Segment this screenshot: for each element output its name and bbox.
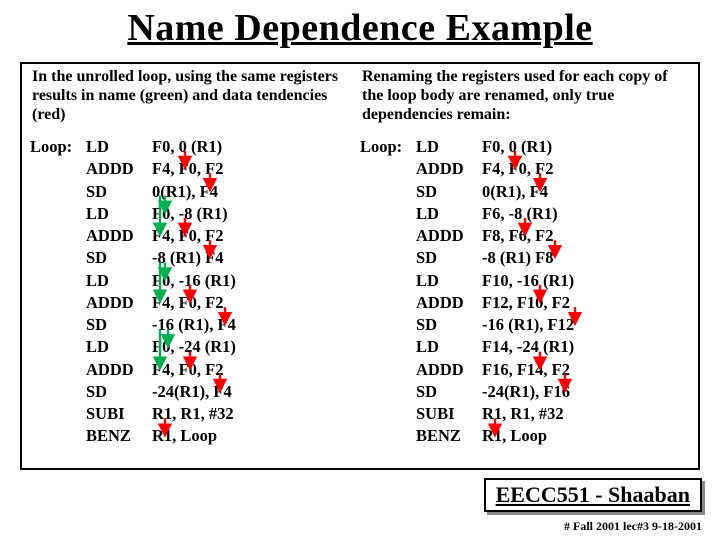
opcode: BENZ [86,425,152,447]
code-row: SD0(R1), F4 [30,181,350,203]
code-row: ADDDF4, F0, F2 [30,158,350,180]
operands: F0, 0 (R1) [152,136,222,158]
content-box: In the unrolled loop, using the same reg… [20,62,700,470]
opcode: LD [86,336,152,358]
operands: F6, -8 (R1) [482,203,558,225]
opcode: SD [86,247,152,269]
code-row: SD-8 (R1) F4 [30,247,350,269]
opcode: SUBI [86,403,152,425]
code-row: BENZR1, Loop [360,425,692,447]
operands: F4, F0, F2 [152,292,224,314]
opcode: ADDD [86,158,152,180]
opcode: ADDD [86,359,152,381]
left-code-block: Loop:LDF0, 0 (R1)ADDDF4, F0, F2SD0(R1), … [30,134,350,448]
operands: 0(R1), F4 [152,181,218,203]
opcode: SD [416,381,482,403]
operands: -8 (R1) F8 [482,247,553,269]
operands: F8, F6, F2 [482,225,554,247]
opcode: LD [86,270,152,292]
operands: F12, F10, F2 [482,292,570,314]
loop-label: Loop: [30,136,86,158]
code-row: SD-24(R1), F16 [360,381,692,403]
operands: F4, F0, F2 [152,359,224,381]
code-row: SUBIR1, R1, #32 [30,403,350,425]
operands: F0, -8 (R1) [152,203,228,225]
code-row: ADDDF4, F0, F2 [360,158,692,180]
code-row: SD0(R1), F4 [360,181,692,203]
code-row: LDF14, -24 (R1) [360,336,692,358]
opcode: ADDD [86,225,152,247]
opcode: LD [416,270,482,292]
operands: F10, -16 (R1) [482,270,574,292]
code-row: LDF6, -8 (R1) [360,203,692,225]
code-row: LDF0, -24 (R1) [30,336,350,358]
operands: -24(R1), F4 [152,381,232,403]
code-row: ADDDF8, F6, F2 [360,225,692,247]
code-row: ADDDF4, F0, F2 [30,225,350,247]
opcode: SD [86,181,152,203]
opcode: SD [86,314,152,336]
opcode: BENZ [416,425,482,447]
opcode: SD [416,314,482,336]
code-row: SUBIR1, R1, #32 [360,403,692,425]
code-row: LDF0, -8 (R1) [30,203,350,225]
opcode: ADDD [416,359,482,381]
opcode: SUBI [416,403,482,425]
loop-label: Loop: [360,136,416,158]
opcode: SD [86,381,152,403]
code-row: Loop:LDF0, 0 (R1) [360,136,692,158]
operands: -16 (R1), F12 [482,314,574,336]
code-row: SD-16 (R1), F4 [30,314,350,336]
course-badge: EECC551 - Shaaban [484,478,702,512]
operands: F0, 0 (R1) [482,136,552,158]
opcode: LD [86,136,152,158]
opcode: ADDD [416,292,482,314]
operands: -8 (R1) F4 [152,247,223,269]
operands: R1, R1, #32 [482,403,564,425]
operands: F4, F0, F2 [482,158,554,180]
left-column: In the unrolled loop, using the same reg… [30,64,350,448]
opcode: ADDD [86,292,152,314]
right-code-block: Loop:LDF0, 0 (R1)ADDDF4, F0, F2SD0(R1), … [360,134,692,448]
code-row: LDF10, -16 (R1) [360,270,692,292]
opcode: SD [416,181,482,203]
operands: -24(R1), F16 [482,381,570,403]
opcode: ADDD [416,225,482,247]
slide-title: Name Dependence Example [0,0,720,50]
code-row: BENZR1, Loop [30,425,350,447]
code-row: SD-16 (R1), F12 [360,314,692,336]
operands: R1, Loop [482,425,547,447]
code-row: ADDDF16, F14, F2 [360,359,692,381]
code-row: ADDDF4, F0, F2 [30,292,350,314]
operands: F0, -24 (R1) [152,336,236,358]
code-row: SD-8 (R1) F8 [360,247,692,269]
operands: F0, -16 (R1) [152,270,236,292]
opcode: SD [416,247,482,269]
code-row: SD-24(R1), F4 [30,381,350,403]
operands: 0(R1), F4 [482,181,548,203]
operands: F4, F0, F2 [152,225,224,247]
operands: F4, F0, F2 [152,158,224,180]
right-description: Renaming the registers used for each cop… [360,64,692,134]
opcode: ADDD [416,158,482,180]
right-column: Renaming the registers used for each cop… [360,64,692,448]
code-row: Loop:LDF0, 0 (R1) [30,136,350,158]
opcode: LD [416,136,482,158]
opcode: LD [416,203,482,225]
operands: R1, R1, #32 [152,403,234,425]
left-description: In the unrolled loop, using the same reg… [30,64,350,134]
code-row: LDF0, -16 (R1) [30,270,350,292]
operands: F16, F14, F2 [482,359,570,381]
code-row: ADDDF4, F0, F2 [30,359,350,381]
operands: -16 (R1), F4 [152,314,236,336]
operands: F14, -24 (R1) [482,336,574,358]
footer-meta: # Fall 2001 lec#3 9-18-2001 [564,519,702,534]
code-row: ADDDF12, F10, F2 [360,292,692,314]
opcode: LD [416,336,482,358]
operands: R1, Loop [152,425,217,447]
opcode: LD [86,203,152,225]
